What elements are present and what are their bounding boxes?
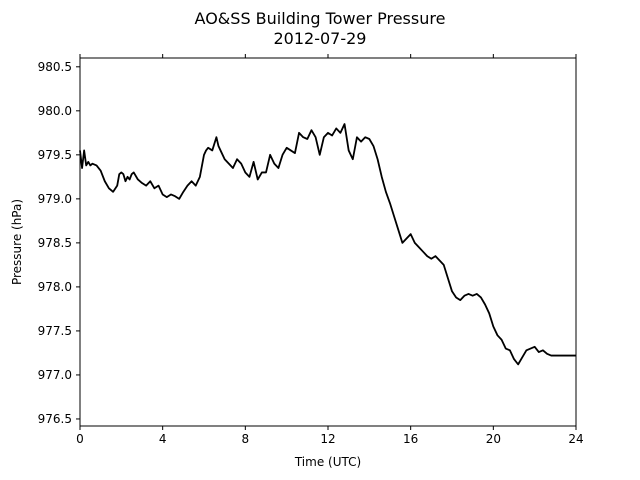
- y-tick-label: 979.5: [38, 148, 72, 162]
- y-tick-label: 976.5: [38, 412, 72, 426]
- x-tick-label: 12: [320, 432, 335, 446]
- y-tick-label: 978.5: [38, 236, 72, 250]
- y-tick-label: 980.5: [38, 60, 72, 74]
- axis-ticks: [76, 54, 577, 430]
- y-tick-label: 977.5: [38, 324, 72, 338]
- pressure-series-line: [79, 123, 576, 366]
- x-tick-label: 24: [568, 432, 583, 446]
- y-tick-label: 978.0: [38, 280, 72, 294]
- x-axis-label: Time (UTC): [294, 455, 361, 469]
- y-tick-label: 977.0: [38, 368, 72, 382]
- x-tick-label: 16: [403, 432, 418, 446]
- y-tick-label: 980.0: [38, 104, 72, 118]
- x-tick-label: 8: [242, 432, 250, 446]
- x-tick-label: 4: [159, 432, 167, 446]
- y-axis-label: Pressure (hPa): [10, 199, 24, 285]
- plot-frame: [79, 57, 577, 427]
- chart-title: AO&SS Building Tower Pressure: [195, 9, 446, 28]
- chart-subtitle: 2012-07-29: [274, 29, 367, 48]
- y-tick-label: 979.0: [38, 192, 72, 206]
- axis-tick-labels: 0 4 8 12 16 20 24 976.5 977.0 977.5 978.0 978.5 979.…: [38, 60, 584, 446]
- x-tick-label: 20: [486, 432, 501, 446]
- x-tick-label: 0: [76, 432, 84, 446]
